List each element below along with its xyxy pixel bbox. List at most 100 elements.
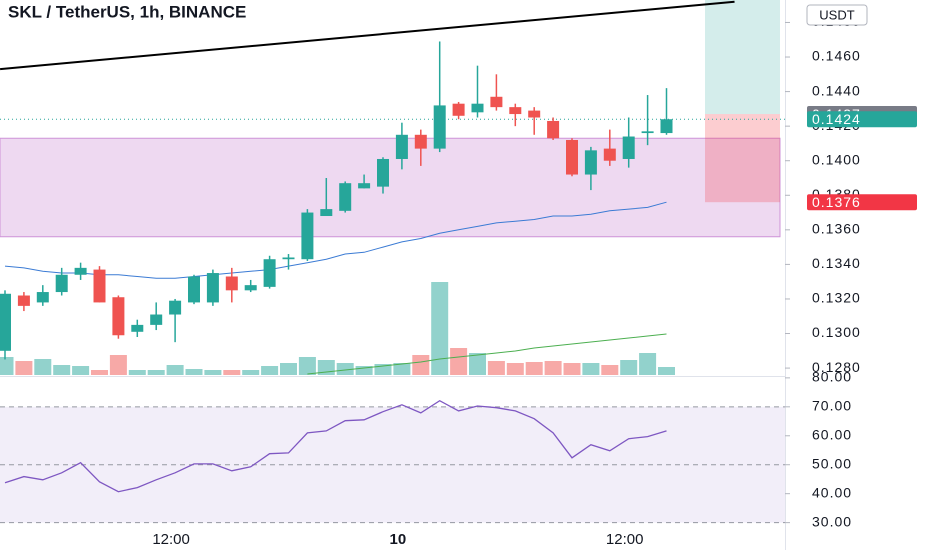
candle-body [603,148,616,161]
rsi-line [4,399,667,493]
moving-average [4,201,667,279]
volume-ma [307,333,667,375]
candle-body [471,103,484,113]
rsi-tick-label: 60.00 [812,426,852,442]
rsi-tick-label: 70.00 [812,398,852,414]
candle-body [584,150,597,175]
volume-bar [91,370,108,375]
volume-bar [469,353,486,375]
volume-bar [506,363,524,375]
volume-bar [639,353,657,375]
y-tick-label: 0.1320 [812,290,861,306]
candle-body [150,314,163,325]
candle-body [528,110,541,118]
volume-bar [147,370,165,375]
rsi-tick-label: 50.00 [812,455,852,471]
x-tick-label: 12:00 [606,531,644,548]
y-tick-label: 0.1440 [812,82,861,98]
zone [0,137,781,238]
candle-body [225,276,238,291]
candle-body [339,183,352,211]
volume-bar [166,365,184,375]
volume-bar [34,359,52,375]
position-target [705,0,780,115]
candle-body [112,297,125,336]
volume-bar [0,357,14,375]
candle-body [206,273,219,303]
candle-body [547,120,560,139]
y-tick-label: 0.1460 [812,48,861,64]
volume-bar [223,370,241,375]
volume-bar [487,361,505,375]
y-tick-label: 0.1400 [812,151,861,167]
volume-bar [544,361,562,375]
position-stop [705,114,780,203]
candle-body [93,269,106,303]
volume-bar [620,360,638,375]
candle-body [0,293,11,351]
candle-body [395,134,408,159]
unit-label: USDT [819,7,854,22]
y-tick-label: 0.1300 [812,324,861,340]
volume-bar [280,363,297,375]
volume-bar [53,365,71,375]
volume-bar [658,367,675,375]
candle-body [660,119,673,134]
volume-bar [355,366,373,375]
volume-bar [582,363,600,375]
candle-body [509,107,522,115]
rsi-tick-label: 40.00 [812,484,852,500]
candle-body [17,295,30,306]
candle-body [377,158,389,187]
candle-body [566,139,578,175]
x-tick-label: 12:00 [152,531,190,548]
price-label: 0.1424 [812,111,861,127]
price-axis-bg [785,0,932,550]
x-tick-label: 10 [390,531,407,548]
volume-bar [563,363,581,375]
price-label-box [807,194,917,211]
volume-bar [336,363,354,375]
candle-body [641,131,654,134]
trendline [0,0,735,71]
candle-body [301,212,314,260]
volume-bar [204,370,222,375]
volume-bar [450,348,468,375]
rsi-tick-label: 30.00 [812,513,852,529]
volume-bar [261,366,279,375]
candle-body [131,324,144,332]
volume-bar [374,364,392,375]
price-pane [0,0,785,375]
y-tick-label: 0.1340 [812,255,861,271]
volume-bar [109,355,127,375]
candle-body [320,209,333,217]
candle-body [282,257,295,260]
volume-bar [128,370,146,375]
chart-title: SKL / TetherUS, 1h, BINANCE [8,2,246,21]
candle-body [433,105,446,149]
rsi-tick-label: 80.00 [812,369,852,385]
volume-bar [298,357,316,375]
volume-bar [412,355,430,375]
price-label: 0.1376 [812,194,861,210]
candle-body [36,292,49,303]
candle-body [358,183,371,189]
candle-body [244,285,257,291]
volume-bar [15,361,33,375]
volume-bar [525,362,543,375]
volume-bar [393,363,411,375]
candle-body [452,103,465,116]
candle-body [263,259,276,287]
candle-body [414,134,427,149]
candle-body [74,267,87,275]
candle-body [55,274,68,293]
candle-body [622,136,635,159]
volume-bar [72,366,90,375]
volume-bar [185,369,203,375]
volume-bar [431,282,449,375]
candle-body [169,300,182,315]
y-tick-label: 0.1360 [812,221,861,237]
candle-body [188,276,200,303]
